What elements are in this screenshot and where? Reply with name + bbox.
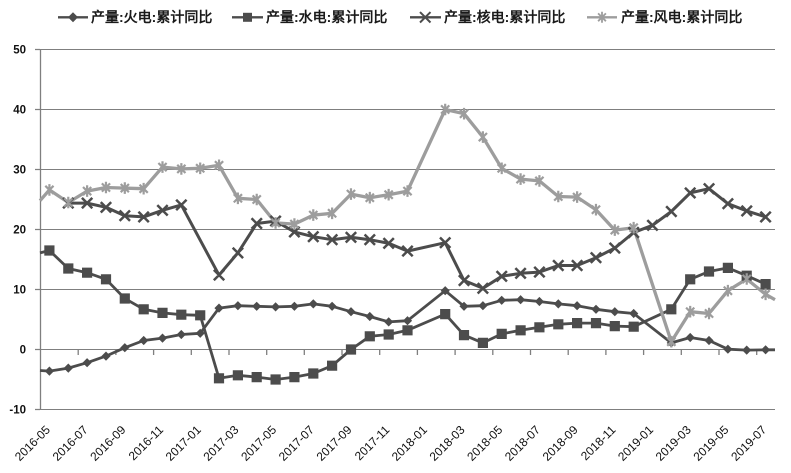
svg-text:0: 0 [20,345,26,357]
svg-text:产量:风电:累计同比: 产量:风电:累计同比 [621,9,742,25]
svg-text:-10: -10 [9,405,26,417]
svg-text:30: 30 [13,165,26,177]
svg-text:40: 40 [13,105,26,117]
svg-text:20: 20 [13,225,26,237]
svg-text:产量:火电:累计同比: 产量:火电:累计同比 [91,9,212,25]
svg-text:产量:核电:累计同比: 产量:核电:累计同比 [444,9,565,25]
svg-text:10: 10 [13,285,26,297]
svg-text:50: 50 [13,45,26,57]
svg-text:产量:水电:累计同比: 产量:水电:累计同比 [266,9,387,25]
